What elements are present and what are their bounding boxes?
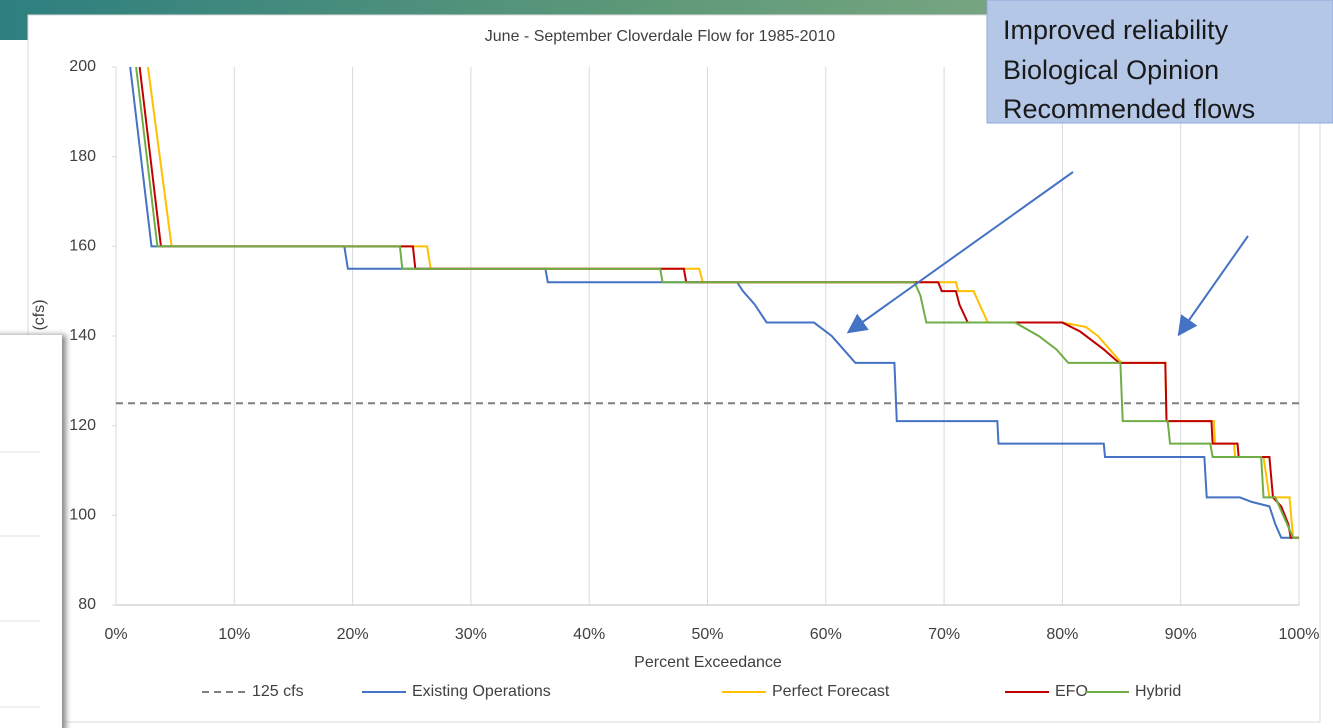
y-tick-label: 160 — [69, 238, 96, 255]
legend-label: EFO — [1055, 683, 1088, 700]
y-tick-label: 120 — [69, 417, 96, 434]
chart: 0% 10% 20% 30% 40% 50% 60% 70% 80% 90% 100% 80 100 12… — [0, 0, 1333, 728]
x-tick-label: 40% — [573, 626, 605, 643]
y-tick-label: 180 — [69, 148, 96, 165]
x-tick-label: 20% — [337, 626, 369, 643]
page: 0% 10% 20% 30% 40% 50% 60% 70% 80% 90% 100% 80 100 12… — [0, 0, 1333, 728]
annotation: Biological Opinion — [1003, 55, 1219, 85]
y-tick-label: 140 — [69, 327, 96, 344]
x-tick-label: 0% — [104, 626, 127, 643]
y-tick-label: 100 — [69, 507, 96, 524]
chart-title: June - September Cloverdale Flow for 198… — [485, 28, 836, 45]
x-tick-label: 100% — [1279, 626, 1320, 643]
y-tick-label: 80 — [78, 596, 96, 613]
side-panel — [0, 335, 62, 728]
x-tick-label: 90% — [1165, 626, 1197, 643]
x-tick-label: 80% — [1046, 626, 1078, 643]
legend-label: 125 cfs — [252, 683, 304, 700]
x-tick-label: 30% — [455, 626, 487, 643]
x-axis-title: Percent Exceedance — [634, 654, 782, 671]
x-tick-label: 70% — [928, 626, 960, 643]
annotation: Recommended flows — [1003, 94, 1255, 124]
x-tick-label: 50% — [691, 626, 723, 643]
panel — [0, 335, 62, 728]
x-tick-label: 60% — [810, 626, 842, 643]
y-tick-label: 200 — [69, 58, 96, 75]
legend-label: Perfect Forecast — [772, 683, 890, 700]
x-tick-label: 10% — [218, 626, 250, 643]
legend-label: Hybrid — [1135, 683, 1181, 700]
y-axis-title: (cfs) — [31, 299, 48, 330]
legend-label: Existing Operations — [412, 683, 551, 700]
annotation: Improved reliability — [1003, 15, 1229, 45]
